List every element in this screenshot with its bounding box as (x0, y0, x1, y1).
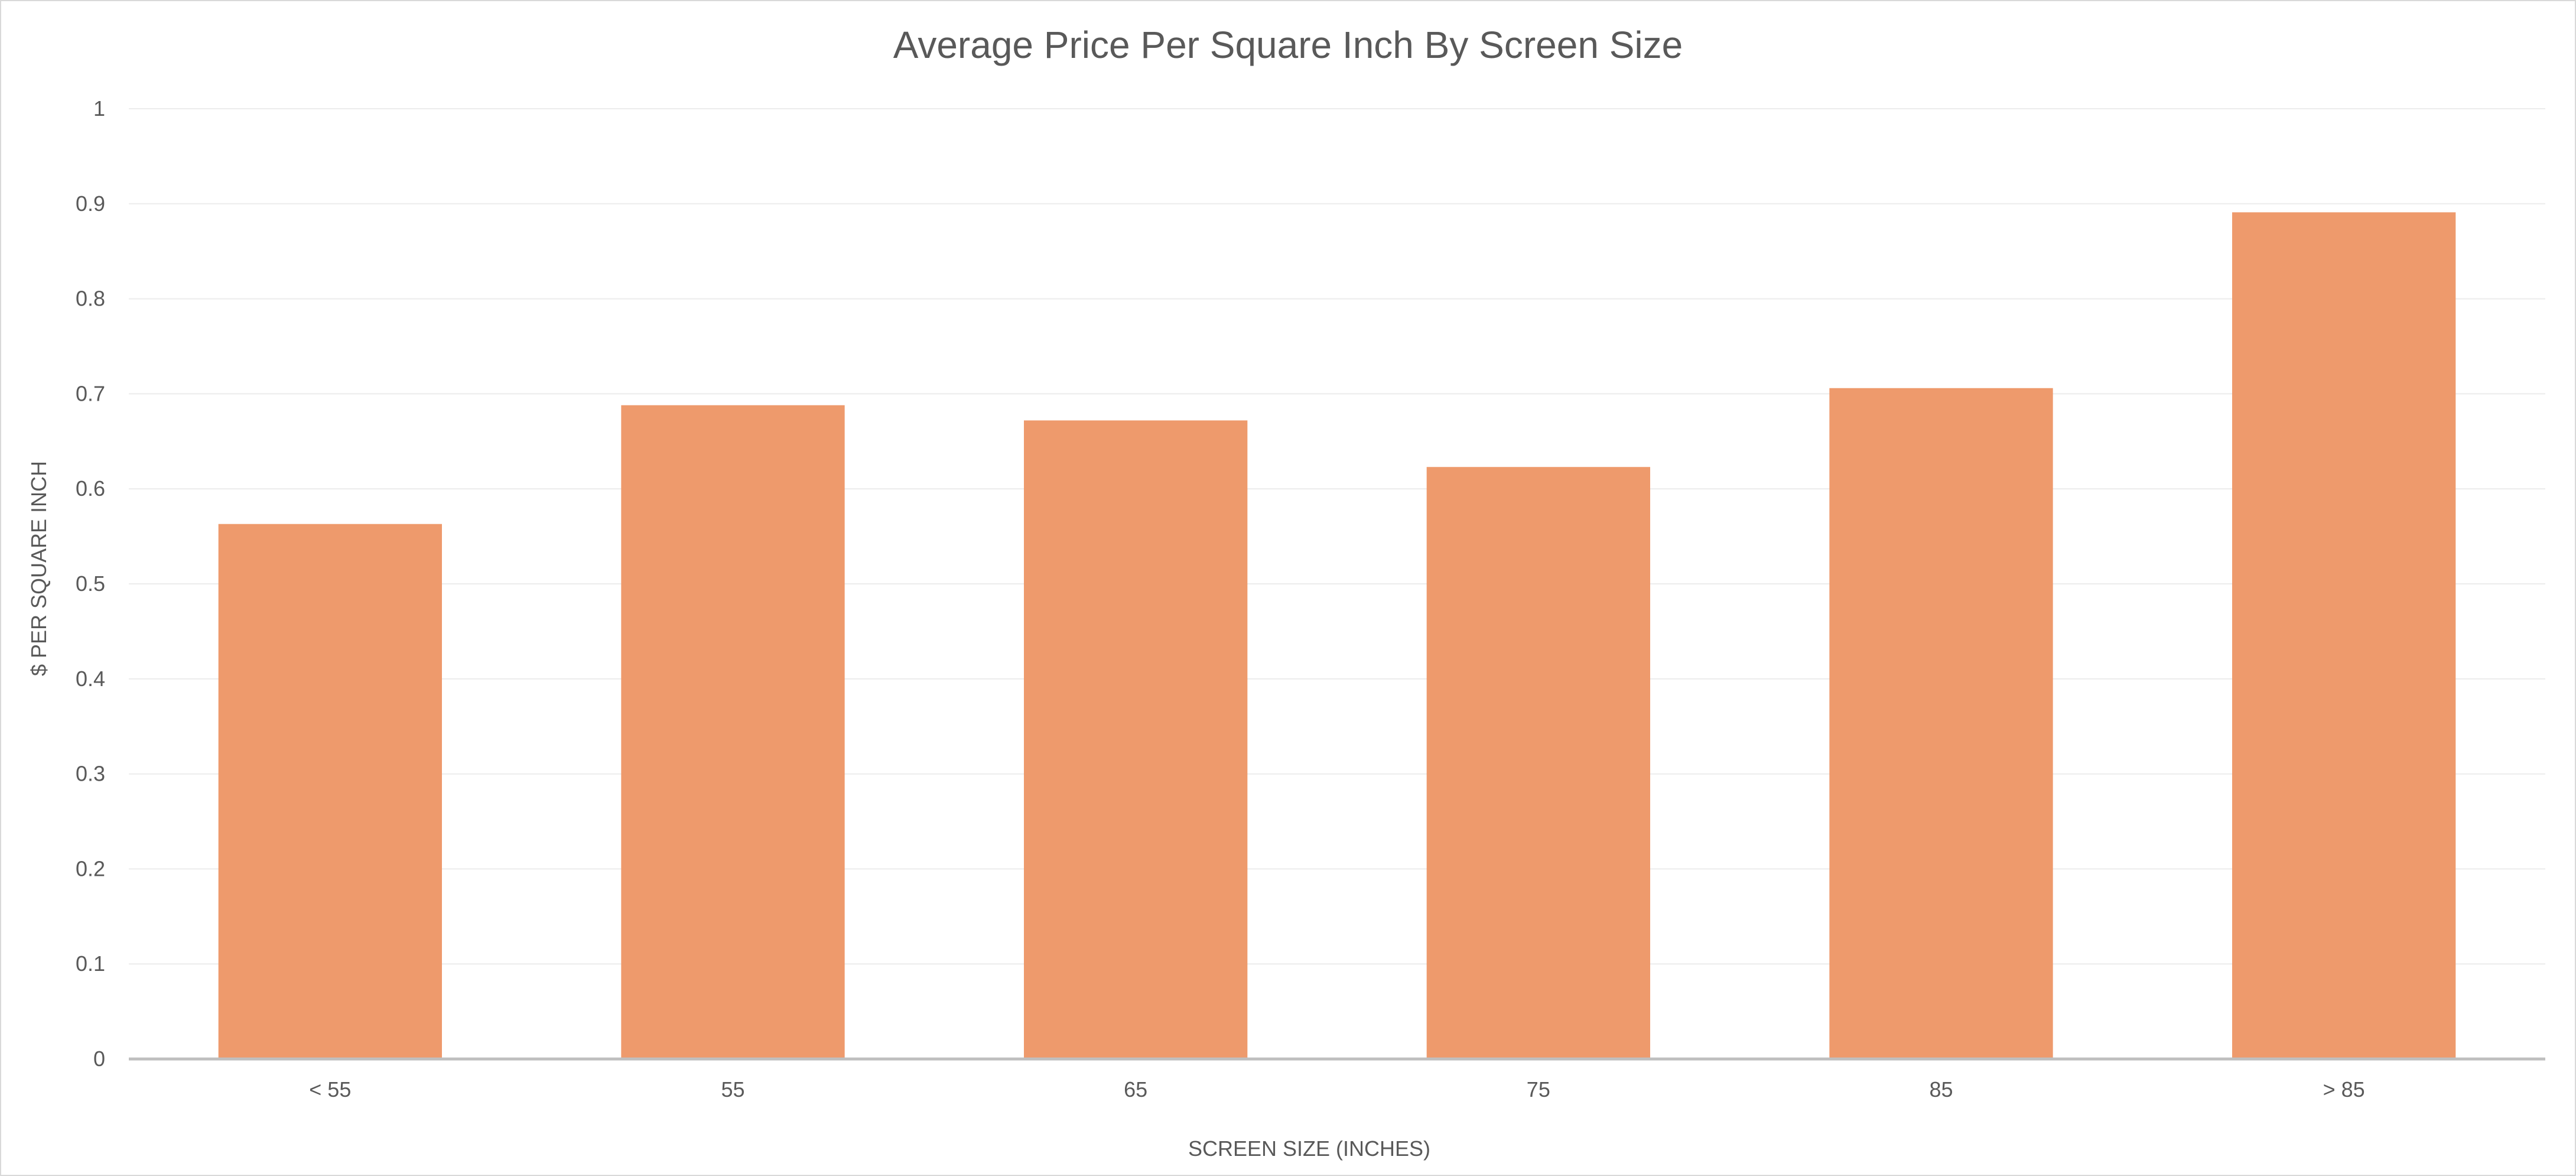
y-tick-label: 0.3 (76, 762, 105, 786)
y-tick-label: 0.9 (76, 191, 105, 216)
y-tick-labels: 0 0.1 0.2 0.3 0.4 0.5 0.6 0.7 0.8 0.9 1 (76, 96, 105, 1071)
bar-4[interactable] (1426, 467, 1650, 1059)
bars (218, 212, 2456, 1060)
y-tick-label: 0.7 (76, 381, 105, 405)
x-tick-label: 55 (721, 1077, 744, 1102)
y-axis-title: $ PER SQUARE INCH (27, 461, 51, 676)
x-tick-labels: < 55 55 65 75 85 > 85 (309, 1077, 2364, 1102)
y-tick-label: 0.4 (76, 667, 105, 691)
chart-title: Average Price Per Square Inch By Screen … (893, 24, 1683, 66)
gridlines (129, 108, 2545, 965)
x-tick-label: > 85 (2323, 1077, 2365, 1102)
x-axis-title: SCREEN SIZE (INCHES) (1188, 1136, 1430, 1161)
bar-5[interactable] (1829, 388, 2053, 1060)
y-tick-label: 0.2 (76, 856, 105, 881)
y-tick-label: 0.1 (76, 951, 105, 976)
bar-6[interactable] (2232, 212, 2456, 1060)
y-tick-label: 1 (93, 96, 105, 121)
y-tick-label: 0.5 (76, 571, 105, 596)
x-tick-label: < 55 (309, 1077, 351, 1102)
x-tick-label: 85 (1929, 1077, 1953, 1102)
x-tick-label: 75 (1527, 1077, 1550, 1102)
bar-1[interactable] (218, 524, 442, 1059)
y-tick-label: 0.8 (76, 287, 105, 311)
y-tick-label: 0 (93, 1047, 105, 1071)
bar-3[interactable] (1024, 420, 1248, 1059)
x-tick-label: 65 (1124, 1077, 1147, 1102)
y-tick-label: 0.6 (76, 476, 105, 501)
bar-2[interactable] (621, 405, 845, 1059)
